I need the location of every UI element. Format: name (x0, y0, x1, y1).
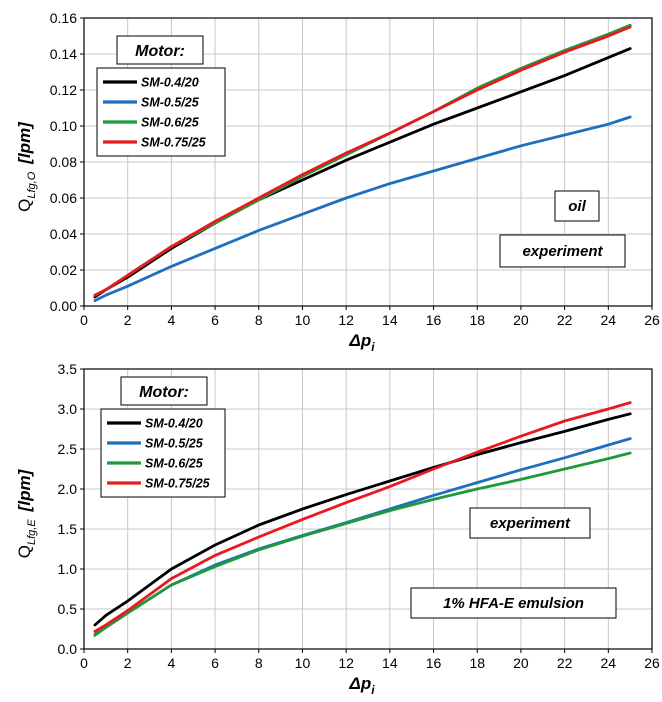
tick-labels: 0 2 4 6 8 10 12 14 16 18 20 22 24 260.00.51.01.52.02.… (58, 361, 660, 671)
x-axis-title: Δpi (348, 331, 375, 354)
x-tick-label: 8 (255, 655, 263, 671)
legend-title-box (120, 376, 208, 406)
x-tick-label: 4 (167, 655, 175, 671)
annotation-box (410, 587, 617, 619)
legend-title: Motor: (135, 43, 185, 60)
x-tick-label: 22 (557, 655, 573, 671)
y-axis-title-unit: [lpm] (15, 121, 34, 165)
x-tick-label: 18 (469, 312, 485, 328)
plot-area (83, 368, 653, 650)
y-tick-label: 0.04 (50, 226, 77, 242)
y-tick-label: 0.08 (50, 154, 77, 170)
x-tick-label: 10 (295, 655, 311, 671)
y-tick-label: 2.5 (58, 441, 78, 457)
x-axis-title-main: Δp (348, 674, 371, 693)
series-lines (93, 401, 632, 637)
y-tick-label: 0.5 (58, 601, 78, 617)
series-line (93, 451, 632, 637)
y-tick-label: 0.12 (50, 82, 77, 98)
y-axis-title-main: Q (15, 199, 34, 212)
x-tick-label: 16 (426, 655, 442, 671)
x-tick-label: 0 (80, 312, 88, 328)
x-tick-label: 14 (382, 312, 398, 328)
x-tick-label: 6 (211, 312, 219, 328)
y-tick-label: 0.00 (50, 298, 77, 314)
x-tick-label: 24 (601, 312, 617, 328)
x-axis-title-sub: i (371, 340, 375, 354)
y-tick-label: 0.10 (50, 118, 77, 134)
y-tick-label: 0.14 (50, 46, 77, 62)
x-axis-title: Δpi (348, 674, 375, 697)
annotations: experiment 1% HFA-E emulsion (410, 507, 617, 619)
x-tick-label: 26 (644, 312, 660, 328)
series-line (93, 401, 632, 633)
series-lines (93, 23, 632, 303)
x-tick-label: 10 (295, 312, 311, 328)
x-tick-label: 24 (601, 655, 617, 671)
y-tick-label: 0.06 (50, 190, 77, 206)
x-tick-label: 2 (124, 655, 132, 671)
x-tick-label: 4 (167, 312, 175, 328)
y-axis-title: QLfg,E [lpm] (15, 468, 38, 558)
y-tick-label: 3.0 (58, 401, 78, 417)
legend-label: SM-0.75/25 (145, 477, 211, 491)
x-axis-title-sub: i (371, 683, 375, 697)
y-axis-title-unit: [lpm] (15, 468, 34, 512)
legend-label: SM-0.4/20 (141, 76, 199, 90)
y-tick-label: 1.5 (58, 521, 78, 537)
annotation-text: experiment (522, 243, 603, 260)
x-tick-label: 22 (557, 312, 573, 328)
x-tick-label: 16 (426, 312, 442, 328)
legend-label: SM-0.75/25 (141, 136, 207, 150)
annotation-box (469, 507, 591, 539)
x-tick-label: 0 (80, 655, 88, 671)
x-tick-label: 12 (338, 312, 354, 328)
y-tick-label: 2.0 (58, 481, 78, 497)
y-tick-label: 1.0 (58, 561, 78, 577)
annotation-text: 1% HFA-E emulsion (443, 595, 584, 612)
y-axis-title-sub: Lfg,E (26, 519, 38, 545)
tick-labels: 0 2 4 6 8 10 12 14 16 18 20 22 24 260.000.020.040.060… (50, 10, 660, 328)
x-tick-label: 6 (211, 655, 219, 671)
x-tick-label: 18 (469, 655, 485, 671)
x-tick-label: 14 (382, 655, 398, 671)
x-tick-label: 26 (644, 655, 660, 671)
legend: Motor: SM-0.4/20 SM-0.5/25 SM-0.6/25 SM-0.75… (100, 376, 226, 498)
x-tick-label: 8 (255, 312, 263, 328)
legend-title-box (116, 35, 204, 65)
legend-label: SM-0.6/25 (141, 116, 200, 130)
annotation-text: experiment (490, 515, 571, 532)
y-axis-title: QLfg,O [lpm] (15, 121, 38, 212)
y-tick-label: 0.16 (50, 10, 77, 26)
series-line (93, 47, 632, 299)
annotation-text: oil (568, 198, 586, 215)
legend-title: Motor: (139, 384, 189, 401)
series-line (93, 115, 632, 303)
legend-label: SM-0.4/20 (145, 417, 203, 431)
chart-2: 0 2 4 6 8 10 12 14 16 18 20 22 24 260.00.51.01.52.02.… (15, 361, 660, 697)
legend-label: SM-0.5/25 (145, 437, 204, 451)
annotation-box (554, 190, 600, 222)
x-axis-title-main: Δp (348, 331, 371, 350)
series-line (93, 412, 632, 627)
legend-label: SM-0.6/25 (145, 457, 204, 471)
legend: Motor: SM-0.4/20 SM-0.5/25 SM-0.6/25 SM-0.75… (96, 35, 226, 157)
chart-1: 0 2 4 6 8 10 12 14 16 18 20 22 24 260.000.020.040.060… (15, 10, 660, 354)
y-axis-title-sub: Lfg,O (26, 171, 38, 198)
annotation-box (499, 234, 626, 268)
x-tick-label: 20 (513, 655, 529, 671)
x-tick-label: 20 (513, 312, 529, 328)
x-tick-label: 2 (124, 312, 132, 328)
y-tick-label: 0.0 (58, 641, 78, 657)
y-tick-label: 0.02 (50, 262, 77, 278)
annotations: oil experiment (499, 190, 626, 268)
y-axis-title-main: Q (15, 545, 34, 558)
y-tick-label: 3.5 (58, 361, 78, 377)
x-tick-label: 12 (338, 655, 354, 671)
series-line (93, 25, 632, 297)
legend-label: SM-0.5/25 (141, 96, 200, 110)
